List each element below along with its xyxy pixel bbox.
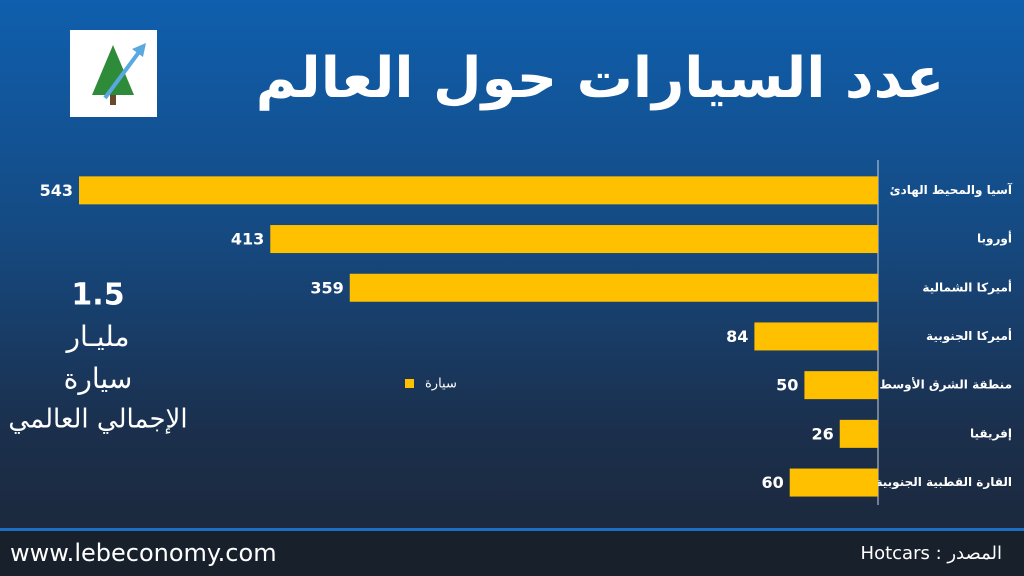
- footer: www.lebeconomy.com المصدر : Hotcars: [0, 528, 1024, 576]
- bar: [804, 371, 878, 400]
- total-label: سيارة: [64, 362, 133, 395]
- logo-trunk: [110, 95, 116, 105]
- bar: [754, 322, 878, 351]
- category-label: منطقة الشرق الأوسط: [880, 377, 1012, 393]
- total-label: الإجمالي العالمي: [8, 405, 187, 435]
- category-label: أوروبا: [977, 231, 1012, 247]
- value-label: 359: [310, 278, 343, 297]
- legend-swatch: [405, 379, 414, 388]
- chart: عدد السيارات حول العالم 1.5 مليـار سيارة…: [8, 43, 1013, 505]
- value-label: 50: [776, 376, 798, 395]
- category-label: القارة القطبية الجنوبية: [876, 475, 1013, 490]
- value-label: 543: [40, 181, 73, 200]
- bar: [270, 225, 878, 254]
- bar: [789, 468, 878, 497]
- chart-title: عدد السيارات حول العالم: [256, 46, 945, 111]
- category-label: أميركا الجنوبية: [926, 328, 1012, 344]
- category-label: إفريقيا: [970, 426, 1012, 440]
- bar: [349, 273, 879, 302]
- source: المصدر : Hotcars: [860, 543, 1002, 564]
- logo-tree: [92, 45, 134, 95]
- category-label: أميركا الشمالية: [922, 279, 1012, 294]
- category-label: آسيا والمحيط الهادئ: [890, 182, 1013, 198]
- value-label: 26: [811, 424, 833, 443]
- value-label: 413: [231, 230, 264, 249]
- total-label: مليـار: [65, 320, 130, 353]
- value-label: 60: [761, 473, 783, 492]
- value-label: 84: [726, 327, 748, 346]
- logo-arrow: [103, 46, 144, 100]
- bar: [839, 419, 878, 448]
- total-value: 1.5: [71, 278, 124, 313]
- website: www.lebeconomy.com: [10, 539, 277, 567]
- legend-label: سيارة: [425, 377, 457, 392]
- logo-arrowhead: [132, 43, 146, 57]
- bar: [79, 176, 878, 205]
